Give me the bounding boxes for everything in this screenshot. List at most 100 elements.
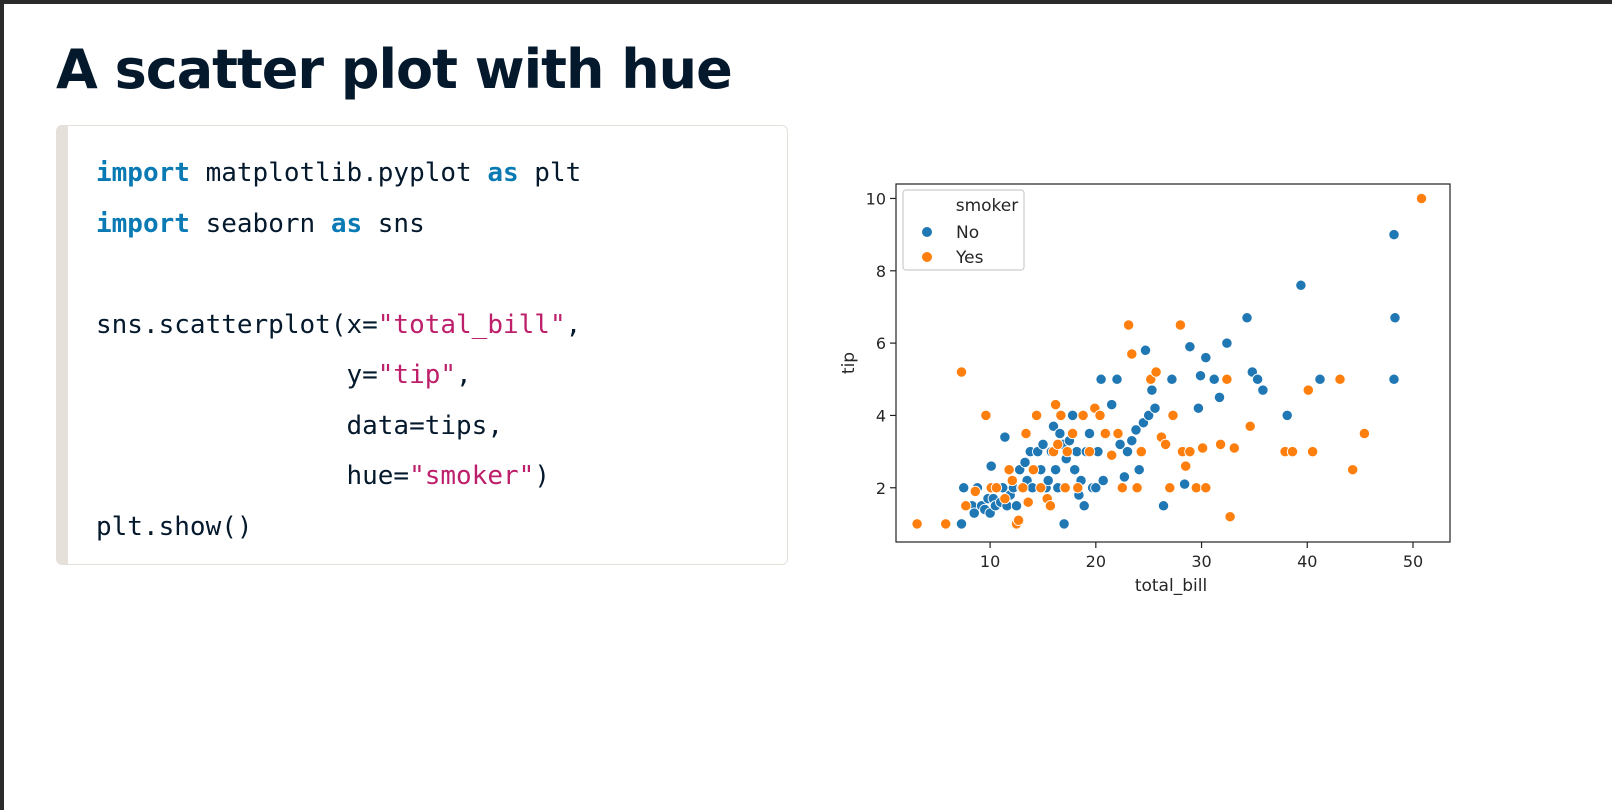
data-point-no bbox=[1097, 474, 1109, 487]
data-point-yes bbox=[1131, 482, 1143, 494]
data-point-yes bbox=[1022, 496, 1034, 508]
data-point-no bbox=[955, 518, 968, 530]
data-point-yes bbox=[1221, 373, 1233, 385]
data-point-no bbox=[1010, 500, 1023, 512]
code-line: y="tip", bbox=[96, 350, 581, 401]
legend-marker-yes bbox=[921, 251, 933, 263]
data-point-yes bbox=[1135, 445, 1147, 458]
data-point-no bbox=[1078, 500, 1090, 512]
y-tick-label: 10 bbox=[866, 189, 886, 208]
data-point-no bbox=[1314, 373, 1326, 385]
data-point-yes bbox=[1112, 427, 1124, 440]
data-point-yes bbox=[1017, 482, 1029, 494]
data-point-no bbox=[1042, 474, 1054, 487]
data-point-no bbox=[1149, 402, 1161, 414]
data-point-no bbox=[1121, 445, 1134, 458]
code-line: import matplotlib.pyplot as plt bbox=[96, 148, 581, 199]
data-point-no bbox=[1388, 373, 1400, 385]
x-tick-label: 20 bbox=[1086, 552, 1106, 571]
y-axis-label: tip bbox=[840, 352, 859, 374]
code-token: data=tips, bbox=[96, 410, 503, 441]
data-point-yes bbox=[1003, 464, 1015, 476]
data-point-yes bbox=[940, 518, 952, 530]
code-string: "tip" bbox=[377, 360, 457, 390]
code-keyword: as bbox=[330, 208, 363, 239]
data-point-yes bbox=[1020, 427, 1032, 440]
data-point-yes bbox=[1049, 398, 1062, 411]
y-tick-label: 6 bbox=[876, 334, 886, 353]
data-point-no bbox=[1178, 478, 1191, 490]
x-tick-label: 10 bbox=[980, 552, 1000, 571]
code-token: , bbox=[565, 309, 582, 340]
x-tick-label: 30 bbox=[1191, 552, 1211, 571]
data-point-yes bbox=[1334, 373, 1346, 385]
code-line: plt.show() bbox=[96, 502, 581, 553]
data-point-no bbox=[1221, 337, 1233, 349]
x-tick-label: 50 bbox=[1403, 552, 1423, 571]
data-point-yes bbox=[1244, 420, 1256, 432]
code-token: matplotlib.pyplot bbox=[189, 158, 488, 188]
code-token: plt.show() bbox=[96, 511, 253, 542]
data-point-no bbox=[1118, 471, 1131, 483]
data-point-no bbox=[1281, 409, 1293, 422]
data-point-yes bbox=[911, 518, 923, 530]
code-keyword: as bbox=[487, 158, 519, 188]
data-point-no bbox=[1054, 427, 1066, 440]
data-point-yes bbox=[1164, 482, 1176, 494]
code-token: , bbox=[456, 360, 472, 390]
data-point-no bbox=[1213, 391, 1226, 404]
data-point-yes bbox=[1159, 438, 1172, 451]
data-point-yes bbox=[1358, 427, 1371, 440]
data-point-no bbox=[1037, 438, 1049, 451]
data-point-yes bbox=[969, 485, 981, 498]
data-point-yes bbox=[1106, 449, 1118, 461]
data-point-yes bbox=[1052, 438, 1064, 451]
data-point-yes bbox=[1184, 445, 1196, 458]
data-point-no bbox=[1241, 312, 1253, 324]
data-point-yes bbox=[1286, 445, 1299, 458]
data-point-no bbox=[1090, 482, 1102, 494]
data-point-yes bbox=[1200, 482, 1212, 494]
data-point-yes bbox=[1027, 464, 1040, 476]
data-point-no bbox=[1166, 373, 1178, 385]
data-point-no bbox=[1058, 518, 1070, 530]
code-keyword: import bbox=[96, 158, 190, 188]
code-token: y= bbox=[96, 360, 378, 390]
data-point-no bbox=[1083, 427, 1096, 440]
y-tick-label: 4 bbox=[876, 406, 886, 425]
data-point-no bbox=[1095, 373, 1107, 385]
y-tick-label: 2 bbox=[876, 479, 886, 498]
data-point-yes bbox=[1347, 464, 1359, 476]
data-point-yes bbox=[1094, 409, 1106, 422]
data-point-no bbox=[1389, 312, 1401, 324]
data-point-no bbox=[1019, 456, 1031, 469]
legend-marker-no bbox=[921, 226, 933, 238]
scatter-chart: 10 20 30 40 50 2 4 6 8 10 total_bill tip smoker N… bbox=[840, 183, 1451, 596]
data-point-yes bbox=[990, 482, 1003, 494]
data-point-no bbox=[1388, 228, 1400, 241]
code-token: hue= bbox=[96, 461, 410, 491]
axis-ticks: 10 20 30 40 50 2 4 6 8 10 bbox=[866, 189, 1424, 571]
legend: smoker No Yes bbox=[902, 189, 1025, 271]
data-point-no bbox=[1066, 409, 1079, 422]
data-point-no bbox=[1194, 370, 1207, 382]
code-keyword: import bbox=[96, 208, 190, 239]
data-point-yes bbox=[1072, 482, 1084, 494]
data-point-no bbox=[958, 482, 970, 494]
legend-box bbox=[902, 189, 1025, 271]
code-token: ) bbox=[534, 461, 550, 491]
data-point-no bbox=[999, 431, 1011, 443]
data-point-yes bbox=[1224, 511, 1236, 523]
data-point-no bbox=[1146, 384, 1158, 396]
data-point-yes bbox=[1061, 445, 1073, 458]
data-point-no bbox=[1157, 500, 1170, 512]
code-token: sns.scatterplot(x= bbox=[96, 309, 378, 340]
data-point-no bbox=[1139, 344, 1152, 356]
data-point-yes bbox=[1214, 438, 1227, 451]
y-tick-label: 8 bbox=[876, 262, 886, 281]
x-axis-label: total_bill bbox=[1135, 576, 1207, 596]
data-point-no bbox=[1184, 341, 1196, 353]
slide-title: A scatter plot with hue bbox=[56, 38, 733, 101]
data-points bbox=[911, 192, 1428, 530]
data-point-yes bbox=[1055, 409, 1067, 422]
